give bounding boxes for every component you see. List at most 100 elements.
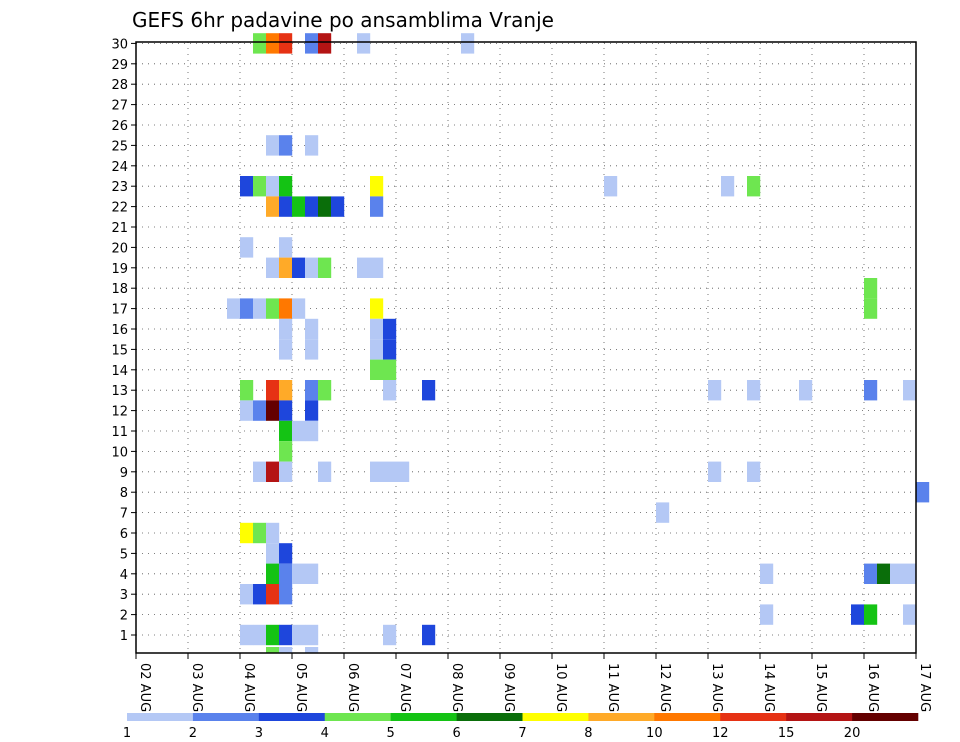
y-axis-ticks: 1234567891011121314151617181920212223242… — [111, 37, 136, 644]
y-tick-label: 5 — [120, 547, 128, 562]
y-tick-label: 1 — [120, 629, 128, 644]
y-tick-label: 25 — [111, 139, 128, 154]
x-tick-label: 10 AUG — [553, 663, 568, 712]
legend-swatch — [852, 713, 919, 721]
data-cell — [279, 624, 293, 646]
data-cell — [279, 584, 293, 605]
data-cell — [383, 318, 397, 340]
legend-swatch — [258, 713, 326, 721]
data-cell — [253, 400, 267, 421]
legend-swatch — [786, 713, 853, 721]
data-cell — [305, 33, 319, 54]
data-cell — [305, 647, 319, 653]
data-cell — [370, 298, 384, 319]
chart-title: GEFS 6hr padavine po ansamblima Vranje — [132, 8, 554, 32]
y-tick-label: 16 — [111, 323, 128, 338]
data-cell — [760, 563, 774, 584]
data-cell — [292, 257, 306, 278]
data-cell — [864, 380, 878, 401]
data-cell — [318, 257, 332, 278]
x-tick-label: 14 AUG — [761, 663, 776, 712]
x-tick-label: 16 AUG — [865, 663, 880, 712]
data-cell — [708, 461, 722, 482]
x-tick-label: 15 AUG — [813, 663, 828, 712]
data-cell — [370, 461, 384, 482]
y-tick-label: 3 — [120, 588, 128, 603]
data-cell — [747, 461, 761, 482]
legend-swatch — [588, 713, 655, 721]
data-cell — [253, 522, 267, 544]
data-cell — [864, 298, 878, 319]
x-tick-label: 13 AUG — [709, 663, 724, 712]
data-cell — [253, 298, 267, 319]
data-cell — [292, 624, 306, 646]
y-tick-label: 28 — [111, 78, 128, 93]
data-cell — [396, 461, 410, 482]
data-cell — [370, 318, 384, 340]
data-cell — [292, 298, 306, 319]
data-cell — [903, 380, 917, 401]
data-cell — [903, 563, 917, 584]
data-cell — [370, 257, 384, 278]
data-cell — [240, 400, 254, 421]
data-cell — [383, 339, 397, 360]
x-tick-label: 02 AUG — [137, 663, 152, 712]
legend-label: 12 — [712, 726, 729, 741]
data-cell — [292, 563, 306, 584]
data-cell — [383, 359, 397, 380]
x-tick-label: 04 AUG — [241, 663, 256, 712]
data-cell — [240, 584, 254, 605]
y-tick-label: 29 — [111, 58, 128, 73]
legend-label: 3 — [255, 726, 263, 741]
data-cell — [292, 196, 306, 217]
data-cell — [331, 196, 345, 217]
legend-swatch — [456, 713, 523, 721]
data-cell — [240, 624, 254, 646]
data-cell — [305, 624, 319, 646]
legend-label: 10 — [646, 726, 663, 741]
x-tick-label: 11 AUG — [605, 663, 620, 712]
data-cell — [266, 461, 280, 482]
x-tick-label: 03 AUG — [189, 663, 204, 712]
y-tick-label: 22 — [111, 201, 128, 216]
legend-swatch — [390, 713, 457, 721]
data-cell — [461, 33, 475, 54]
data-cells — [227, 33, 930, 653]
legend-label: 8 — [584, 726, 592, 741]
y-tick-label: 19 — [111, 262, 128, 277]
legend-label: 1 — [123, 726, 131, 741]
data-cell — [383, 461, 397, 482]
data-cell — [253, 461, 267, 482]
data-cell — [266, 33, 280, 54]
data-cell — [279, 461, 293, 482]
y-tick-label: 14 — [111, 364, 128, 379]
data-cell — [305, 135, 319, 156]
legend-label: 20 — [844, 726, 861, 741]
data-cell — [864, 278, 878, 299]
data-cell — [370, 176, 384, 197]
data-cell — [279, 400, 293, 421]
data-cell — [253, 176, 267, 197]
data-cell — [279, 420, 293, 442]
data-cell — [279, 441, 293, 462]
legend-label: 6 — [452, 726, 460, 741]
y-tick-label: 30 — [111, 37, 128, 52]
y-tick-label: 10 — [111, 445, 128, 460]
data-cell — [318, 461, 332, 482]
y-tick-label: 21 — [111, 221, 128, 236]
data-cell — [253, 584, 267, 605]
data-cell — [240, 176, 254, 197]
data-cell — [370, 196, 384, 217]
legend-label: 5 — [387, 726, 395, 741]
data-cell — [279, 176, 293, 197]
data-cell — [292, 420, 306, 442]
data-cell — [253, 624, 267, 646]
data-cell — [266, 400, 280, 421]
legend-label: 4 — [321, 726, 329, 741]
data-cell — [279, 339, 293, 360]
x-tick-label: 17 AUG — [917, 663, 932, 712]
legend-label: 7 — [518, 726, 526, 741]
legend-label: 15 — [778, 726, 795, 741]
legend-swatch — [127, 713, 194, 721]
y-tick-label: 20 — [111, 241, 128, 256]
